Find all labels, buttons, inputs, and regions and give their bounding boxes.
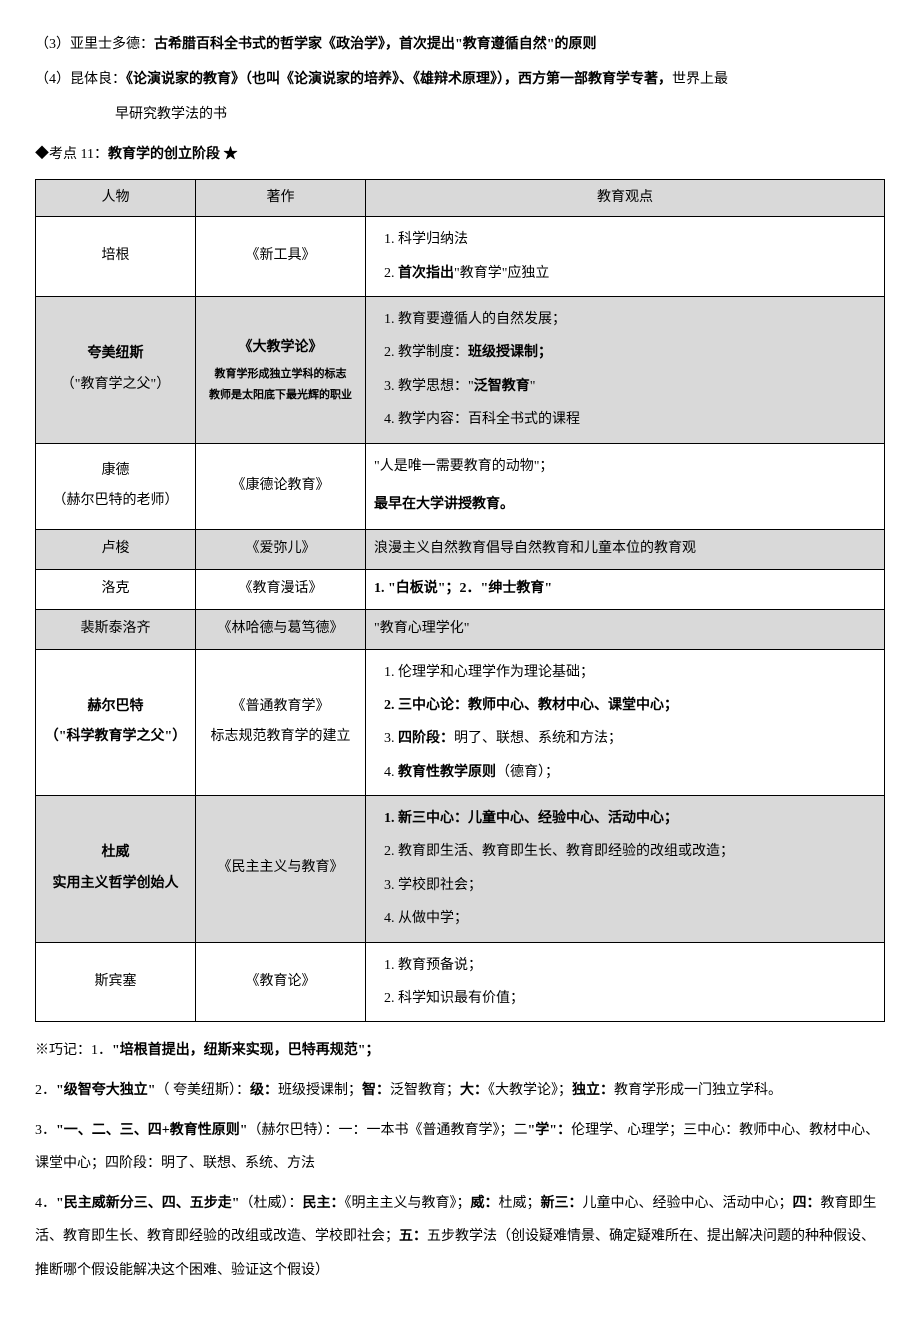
cell-view: 浪漫主义自然教育倡导自然教育和儿童本位的教育观 [366, 530, 885, 570]
cell-person: 卢梭 [36, 530, 196, 570]
list-item: 伦理学和心理学作为理论基础； [398, 656, 876, 689]
intro-line-4-cont: 早研究教学法的书 [35, 100, 885, 131]
cell-view: 教育预备说； 科学知识最有价值； [366, 942, 885, 1022]
topic-bold: 教育学的创立阶段 ★ [108, 147, 238, 162]
list-item: 科学知识最有价值； [398, 982, 876, 1015]
list-item: 教育预备说； [398, 949, 876, 982]
list-item: 教育要遵循人的自然发展； [398, 303, 876, 336]
mnemonic-section: ※巧记：1．"培根首提出，纽斯来实现，巴特再规范"； 2．"级智夸大独立"（ 夸… [35, 1034, 885, 1287]
mnemonic-3: 3．"一、二、三、四+教育性原则"（赫尔巴特）：一：一本书《普通教育学》；二"学… [35, 1114, 885, 1181]
list-item: 三中心论：教师中心、教材中心、课堂中心； [398, 689, 876, 722]
cell-work: 《普通教育学》 标志规范教育学的建立 [196, 649, 366, 796]
table-header-row: 人物 著作 教育观点 [36, 180, 885, 217]
cell-work: 《林哈德与葛笃德》 [196, 609, 366, 649]
table-row: 杜威 实用主义哲学创始人 《民主主义与教育》 新三中心：儿童中心、经验中心、活动… [36, 796, 885, 943]
table-row: 康德 （赫尔巴特的老师） 《康德论教育》 "人是唯一需要教育的动物"； 最早在大… [36, 443, 885, 530]
cell-work: 《教育漫话》 [196, 569, 366, 609]
cell-person: 洛克 [36, 569, 196, 609]
list-item: 教学内容：百科全书式的课程 [398, 403, 876, 436]
cell-person: 赫尔巴特 （"科学教育学之父"） [36, 649, 196, 796]
topic-prefix: ◆考点 11： [35, 147, 108, 162]
th-work: 著作 [196, 180, 366, 217]
table-row: 卢梭 《爱弥儿》 浪漫主义自然教育倡导自然教育和儿童本位的教育观 [36, 530, 885, 570]
cell-view: "人是唯一需要教育的动物"； 最早在大学讲授教育。 [366, 443, 885, 530]
mnemonic-1: ※巧记：1．"培根首提出，纽斯来实现，巴特再规范"； [35, 1034, 885, 1068]
cell-work: 《爱弥儿》 [196, 530, 366, 570]
cell-work: 《大教学论》 教育学形成独立学科的标志 教师是太阳底下最光辉的职业 [196, 296, 366, 443]
cell-work: 《新工具》 [196, 217, 366, 297]
table-row: 洛克 《教育漫话》 1. "白板说"；2．"绅士教育" [36, 569, 885, 609]
cell-view: "教育心理学化" [366, 609, 885, 649]
list-item: 四阶段：明了、联想、系统和方法； [398, 722, 876, 755]
table-row: 培根 《新工具》 科学归纳法 首次指出"教育学"应独立 [36, 217, 885, 297]
line4-tail: 世界上最 [672, 72, 728, 87]
cell-work: 《康德论教育》 [196, 443, 366, 530]
cell-person: 培根 [36, 217, 196, 297]
topic-header: ◆考点 11：教育学的创立阶段 ★ [35, 140, 885, 171]
line3-bold: 古希腊百科全书式的哲学家《政治学》，首次提出"教育遵循自然"的原则 [154, 37, 597, 52]
cell-view: 伦理学和心理学作为理论基础； 三中心论：教师中心、教材中心、课堂中心； 四阶段：… [366, 649, 885, 796]
list-item: 从做中学； [398, 902, 876, 935]
cell-person: 斯宾塞 [36, 942, 196, 1022]
cell-person: 夸美纽斯 （"教育学之父"） [36, 296, 196, 443]
th-view: 教育观点 [366, 180, 885, 217]
line3-prefix: （3）亚里士多德： [35, 37, 154, 52]
list-item: 教育性教学原则（德育）； [398, 756, 876, 789]
cell-work: 《教育论》 [196, 942, 366, 1022]
mnemonic-2: 2．"级智夸大独立"（ 夸美纽斯）：级：班级授课制；智：泛智教育；大：《大教学论… [35, 1074, 885, 1108]
table-row: 裴斯泰洛齐 《林哈德与葛笃德》 "教育心理学化" [36, 609, 885, 649]
list-item: 新三中心：儿童中心、经验中心、活动中心； [398, 802, 876, 835]
line4-bold: 《论演说家的教育》（也叫《论演说家的培养》、《雄辩术原理》），西方第一部教育学专… [126, 72, 672, 87]
cell-view: 新三中心：儿童中心、经验中心、活动中心； 教育即生活、教育即生长、教育即经验的改… [366, 796, 885, 943]
table-row: 夸美纽斯 （"教育学之父"） 《大教学论》 教育学形成独立学科的标志 教师是太阳… [36, 296, 885, 443]
intro-line-3: （3）亚里士多德：古希腊百科全书式的哲学家《政治学》，首次提出"教育遵循自然"的… [35, 30, 885, 61]
list-item: 教育即生活、教育即生长、教育即经验的改组或改造； [398, 835, 876, 868]
cell-person: 裴斯泰洛齐 [36, 609, 196, 649]
th-person: 人物 [36, 180, 196, 217]
table-row: 斯宾塞 《教育论》 教育预备说； 科学知识最有价值； [36, 942, 885, 1022]
cell-view: 教育要遵循人的自然发展； 教学制度：班级授课制； 教学思想："泛智教育" 教学内… [366, 296, 885, 443]
table-row: 赫尔巴特 （"科学教育学之父"） 《普通教育学》 标志规范教育学的建立 伦理学和… [36, 649, 885, 796]
education-founding-table: 人物 著作 教育观点 培根 《新工具》 科学归纳法 首次指出"教育学"应独立 夸… [35, 179, 885, 1022]
mnemonic-4: 4．"民主威新分三、四、五步走"（杜威）：民主：《明主主义与教育》；威：杜威；新… [35, 1187, 885, 1288]
list-item: 首次指出"教育学"应独立 [398, 257, 876, 290]
list-item: 科学归纳法 [398, 223, 876, 256]
list-item: 教学制度：班级授课制； [398, 336, 876, 369]
line4-prefix: （4）昆体良： [35, 72, 126, 87]
intro-line-4: （4）昆体良：《论演说家的教育》（也叫《论演说家的培养》、《雄辩术原理》），西方… [35, 65, 885, 96]
list-item: 教学思想："泛智教育" [398, 370, 876, 403]
cell-work: 《民主主义与教育》 [196, 796, 366, 943]
list-item: 学校即社会； [398, 869, 876, 902]
cell-view: 1. "白板说"；2．"绅士教育" [366, 569, 885, 609]
cell-view: 科学归纳法 首次指出"教育学"应独立 [366, 217, 885, 297]
cell-person: 杜威 实用主义哲学创始人 [36, 796, 196, 943]
cell-person: 康德 （赫尔巴特的老师） [36, 443, 196, 530]
